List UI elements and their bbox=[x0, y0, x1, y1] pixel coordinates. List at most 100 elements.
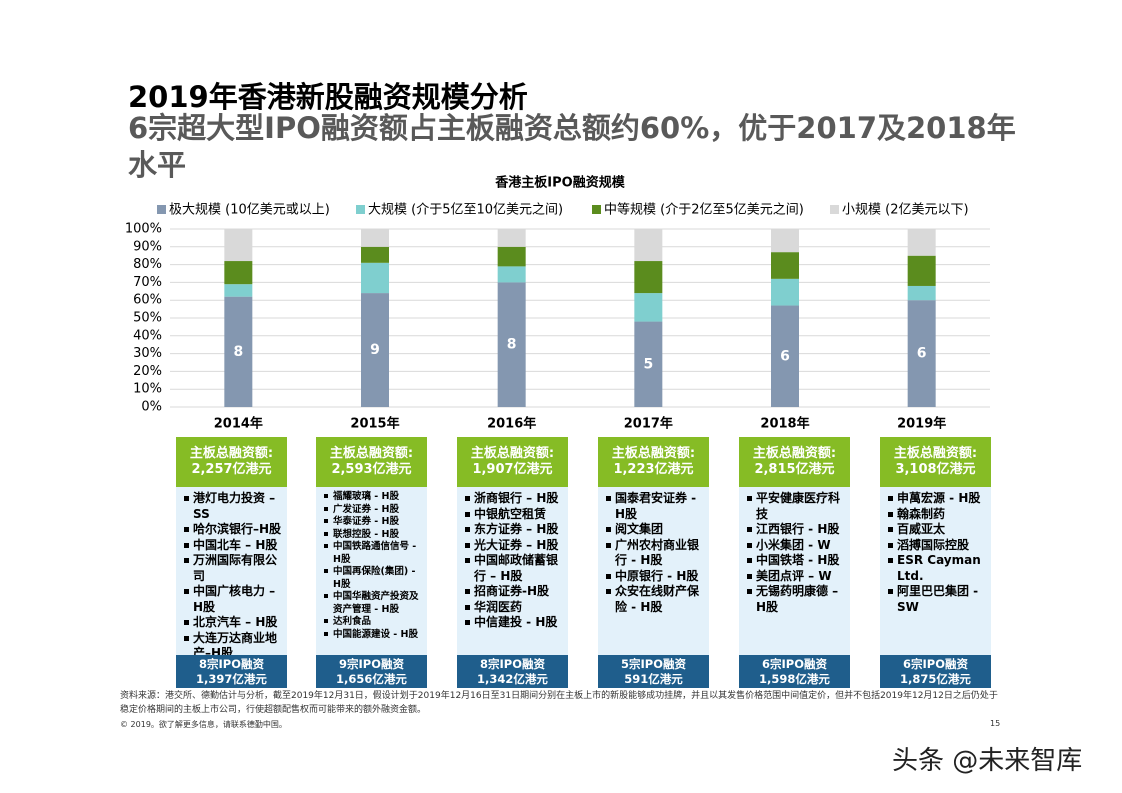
subtitle: 6宗超大型IPO融资额占主板融资总额约60%，优于2017及2018年水平 bbox=[128, 111, 1016, 182]
company: 浙商银行 – H股 bbox=[465, 491, 566, 507]
card-heading: 主板总融资额: bbox=[611, 446, 696, 461]
card-total: 1,907亿港元 bbox=[472, 462, 553, 477]
company: 广州农村商业银行 - H股 bbox=[606, 538, 707, 569]
footer-line: 1,598亿港元 bbox=[759, 672, 830, 686]
company: 百威亚太 bbox=[888, 522, 989, 538]
company: 北京汽车 – H股 bbox=[184, 615, 285, 631]
company: 中原银行 - H股 bbox=[606, 569, 707, 585]
company: 招商证券-H股 bbox=[465, 584, 566, 600]
bar-segment bbox=[771, 229, 799, 253]
card-footer: 6宗IPO融资 1,598亿港元 bbox=[739, 655, 850, 688]
bar-segment bbox=[361, 293, 389, 407]
title: 2019年香港新股融资规模分析 bbox=[128, 80, 528, 114]
ipo-card: 主板总融资额: 2,593亿港元福耀玻璃 - H股 广发证券 - H股 华泰证券 - … bbox=[316, 437, 427, 688]
bar-count: 8 bbox=[507, 337, 517, 353]
card-total: 3,108亿港元 bbox=[895, 462, 976, 477]
bar-segment bbox=[907, 255, 936, 286]
card-total: 2,593亿港元 bbox=[331, 462, 412, 477]
legend-label: 小规模 (2亿美元以下) bbox=[842, 203, 969, 218]
footer-line: 5宗IPO融资 bbox=[621, 657, 686, 671]
copyright: © 2019。欲了解更多信息，请联系德勤中国。 bbox=[120, 720, 287, 729]
company: 江西银行 - H股 bbox=[747, 522, 848, 538]
card-total: 2,815亿港元 bbox=[754, 462, 835, 477]
bar-segment bbox=[497, 246, 526, 267]
bar-segment bbox=[361, 246, 389, 263]
card-header: 主板总融资额: 2,257亿港元 bbox=[176, 437, 287, 487]
legend-swatch bbox=[157, 205, 166, 214]
x-tick-label: 2016年 bbox=[487, 416, 536, 432]
card-heading: 主板总融资额: bbox=[470, 446, 555, 461]
ipo-card: 主板总融资额: 3,108亿港元 申萬宏源 - H股 翰森制药 百威亚太 滔搏国际控股 ES… bbox=[880, 437, 991, 688]
bar-count: 5 bbox=[643, 356, 653, 372]
company: 东方证券 – H股 bbox=[465, 522, 566, 538]
bar-segment bbox=[361, 262, 389, 294]
y-tick-label: 80% bbox=[133, 257, 162, 272]
legend-swatch bbox=[356, 205, 365, 214]
company: 中国邮政储蓄银行 – H股 bbox=[465, 553, 566, 584]
bar-count: 8 bbox=[233, 344, 243, 360]
card-total: 1,223亿港元 bbox=[613, 462, 694, 477]
x-tick-label: 2017年 bbox=[624, 416, 673, 432]
legend-label: 极大规模 (10亿美元或以上) bbox=[169, 203, 330, 218]
bar-segment bbox=[634, 321, 663, 407]
company: 中国再保险(集团) - H股 bbox=[324, 566, 425, 591]
y-tick-label: 20% bbox=[133, 364, 162, 379]
card-heading: 主板总融资额: bbox=[189, 446, 274, 461]
bar-count: 9 bbox=[370, 342, 380, 358]
footer-line: 1,397亿港元 bbox=[196, 672, 267, 686]
page-number: 15 bbox=[990, 719, 1001, 728]
company: 中国北车 – H股 bbox=[184, 538, 285, 554]
company: 阿里巴巴集团 - SW bbox=[888, 584, 989, 615]
bar-segment bbox=[771, 252, 799, 279]
company: 万洲国际有限公司 bbox=[184, 553, 285, 584]
card-footer: 8宗IPO融资 1,397亿港元 bbox=[176, 655, 287, 688]
y-tick-label: 10% bbox=[133, 382, 162, 397]
bar-segment bbox=[907, 300, 936, 407]
legend-label: 大规模 (介于5亿至10亿美元之间) bbox=[368, 203, 563, 218]
footer-line: 9宗IPO融资 bbox=[339, 657, 404, 671]
card-header: 主板总融资额: 3,108亿港元 bbox=[880, 437, 991, 487]
y-tick-label: 70% bbox=[133, 275, 162, 290]
company: 中国华融资产投资及资产管理 - H股 bbox=[324, 591, 425, 616]
bar-segment bbox=[224, 284, 253, 297]
footer-line: 1,656亿港元 bbox=[336, 672, 407, 686]
bar-segment bbox=[634, 229, 663, 262]
company-list: 浙商银行 – H股 中银航空租赁 东方证券 – H股 光大证券 – H股 中国邮政储蓄银… bbox=[457, 487, 568, 631]
card-heading: 主板总融资额: bbox=[329, 446, 414, 461]
legend-swatch bbox=[592, 205, 601, 214]
chart-title: 香港主板IPO融资规模 bbox=[494, 175, 625, 191]
footer-line: 6宗IPO融资 bbox=[762, 657, 827, 671]
bar-segment bbox=[361, 229, 389, 247]
company-list: 平安健康医疗科技 江西银行 - H股 小米集团 - W 中国铁塔 - H股 美团点评 –… bbox=[739, 487, 850, 615]
footer-line: 8宗IPO融资 bbox=[480, 657, 545, 671]
card-footer: 9宗IPO融资 1,656亿港元 bbox=[316, 655, 427, 688]
bar-segment bbox=[224, 229, 253, 262]
bar-segment bbox=[771, 278, 799, 306]
company: 中国广核电力 – H股 bbox=[184, 584, 285, 615]
company: 联想控股 - H股 bbox=[324, 529, 425, 542]
card-header: 主板总融资额: 1,907亿港元 bbox=[457, 437, 568, 487]
bar-count: 6 bbox=[780, 348, 790, 364]
y-tick-label: 100% bbox=[125, 222, 162, 237]
card-total: 2,257亿港元 bbox=[191, 462, 272, 477]
y-tick-label: 60% bbox=[133, 293, 162, 308]
company: 中信建投 - H股 bbox=[465, 615, 566, 631]
x-tick-label: 2014年 bbox=[214, 416, 263, 432]
y-tick-label: 90% bbox=[133, 239, 162, 254]
company: 翰森制药 bbox=[888, 507, 989, 523]
card-heading: 主板总融资额: bbox=[752, 446, 837, 461]
company: 达利食品 bbox=[324, 616, 425, 629]
card-heading: 主板总融资额: bbox=[893, 446, 978, 461]
footer-line: 1,342亿港元 bbox=[477, 672, 548, 686]
company: 申萬宏源 - H股 bbox=[888, 491, 989, 507]
company: 港灯电力投资 – SS bbox=[184, 491, 285, 522]
company: 福耀玻璃 - H股 bbox=[324, 491, 425, 504]
bar-segment bbox=[224, 296, 253, 407]
company: 美团点评 – W bbox=[747, 569, 848, 585]
company: ESR Cayman Ltd. bbox=[888, 553, 989, 584]
bar-segment bbox=[907, 229, 936, 256]
company-list: 港灯电力投资 – SS 哈尔滨银行–H股 中国北车 – H股 万洲国际有限公司 中国广核… bbox=[176, 487, 287, 677]
company-list: 福耀玻璃 - H股 广发证券 - H股 华泰证券 - H股 联想控股 - H股 中国铁路… bbox=[316, 487, 427, 641]
